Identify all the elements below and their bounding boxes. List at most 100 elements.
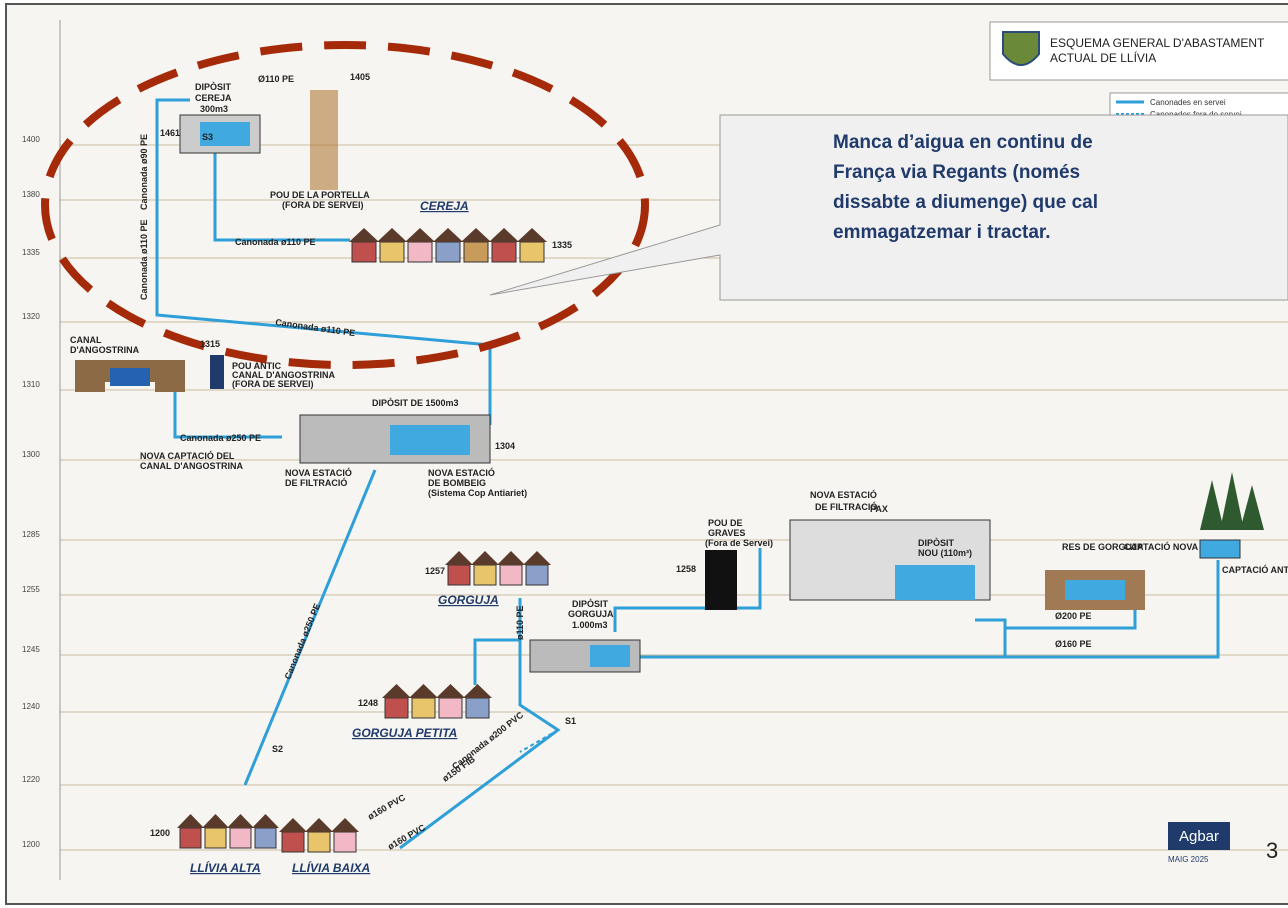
- house: [412, 698, 435, 718]
- diagram-label: NOU (110m³): [918, 548, 972, 558]
- place-name: GORGUJA: [438, 593, 499, 607]
- diagram-label: DE BOMBEIG: [428, 478, 486, 488]
- callout-text: dissabte a diumenge) que cal: [833, 192, 1098, 213]
- house: [466, 698, 489, 718]
- diagram-label: DIPÒSIT: [918, 537, 955, 548]
- diagram-label: NOVA ESTACIÓ: [285, 467, 352, 478]
- page: {"header": {"title": "ESQUEMA GENERAL D'…: [0, 0, 1288, 908]
- diagram-label: (Fora de Servei): [705, 538, 773, 548]
- diagram-label: 1405: [350, 72, 370, 82]
- diagram-label: 1304: [495, 441, 515, 451]
- brand: Agbar: [1179, 828, 1219, 845]
- house: [282, 832, 304, 852]
- diagram-label: 1.000m3: [572, 620, 608, 630]
- place-name: LLÍVIA ALTA: [190, 860, 261, 875]
- diagram-label: 300m3: [200, 104, 228, 114]
- diagram-label: CAPTACIÓ NOVA: [1124, 541, 1199, 552]
- diagram-label: GRAVES: [708, 528, 745, 538]
- place-name: GORGUJA PETITA: [352, 726, 457, 740]
- page-number: 3: [1266, 838, 1278, 863]
- diagram-label: (Sistema Cop Antiariet): [428, 488, 527, 498]
- diagram-label: Ø110 PE: [258, 74, 294, 84]
- diagram-label: DIPÒSIT DE 1500m3: [372, 397, 459, 408]
- diagram-label: CAPTACIÓ ANTIGA: [1222, 564, 1288, 575]
- diagram-label: GORGUJA: [568, 609, 614, 619]
- house: [255, 828, 276, 848]
- house: [464, 242, 488, 262]
- elevation-label: 1285: [22, 530, 40, 539]
- diagram-label: 1335: [552, 240, 572, 250]
- diagram-label: CANAL: [70, 335, 102, 345]
- house: [520, 242, 544, 262]
- header-subtitle: ACTUAL DE LLÍVIA: [1050, 50, 1156, 65]
- diagram-label: PAX: [870, 504, 888, 514]
- elevation-label: 1380: [22, 190, 40, 199]
- diagram-label: 1257: [425, 566, 445, 576]
- diagram-label: S2: [272, 744, 283, 754]
- elevation-label: 1300: [22, 450, 40, 459]
- diagram-label: (FORA DE SERVEI): [282, 200, 364, 210]
- water: [390, 425, 470, 455]
- diagram-label: 1258: [676, 564, 696, 574]
- water: [895, 565, 975, 600]
- diagram-label: POU DE LA PORTELLA: [270, 190, 370, 200]
- house: [492, 242, 516, 262]
- callout-text: emmagatzemar i tractar.: [833, 222, 1051, 243]
- diagram-label: CANAL D'ANGOSTRINA: [140, 461, 243, 471]
- diagram-label: DIPÒSIT: [572, 598, 609, 609]
- water: [110, 368, 150, 386]
- old-intake: [1200, 540, 1240, 558]
- house: [205, 828, 226, 848]
- diagram-label: POU DE: [708, 518, 743, 528]
- elevation-label: 1255: [22, 585, 40, 594]
- house: [230, 828, 251, 848]
- elevation-label: 1200: [22, 840, 40, 849]
- water: [590, 645, 630, 667]
- diagram-label: ø110 PE: [515, 605, 525, 640]
- diagram-label: Canonada ø110 PE: [235, 237, 316, 247]
- diagram-label: 1461: [160, 128, 180, 138]
- legend-label: Canonades en servei: [1150, 98, 1226, 107]
- house: [408, 242, 432, 262]
- callout-text: Manca d’aigua en continu de: [833, 132, 1093, 153]
- place-name: LLÍVIA BAIXA: [292, 860, 370, 875]
- house: [526, 565, 548, 585]
- crest: [1003, 32, 1039, 65]
- header-title: ESQUEMA GENERAL D'ABASTAMENT: [1050, 36, 1265, 50]
- graves-well: [705, 550, 737, 610]
- diagram-label: D'ANGOSTRINA: [70, 345, 140, 355]
- diagram-label: DE FILTRACIÓ: [285, 477, 347, 488]
- water: [1065, 580, 1125, 600]
- house: [474, 565, 496, 585]
- house: [352, 242, 376, 262]
- callout-text: França via Regants (només: [833, 162, 1080, 183]
- diagram-label: Canonada ø250 PE: [180, 433, 261, 443]
- house: [380, 242, 404, 262]
- diagram-label: 1315: [200, 339, 220, 349]
- elevation-label: 1400: [22, 135, 40, 144]
- house: [448, 565, 470, 585]
- diagram-label: CEREJA: [195, 93, 232, 103]
- elevation-label: 1335: [22, 248, 40, 257]
- well: [310, 90, 338, 190]
- diagram-label: Ø160 PE: [1055, 639, 1092, 649]
- elevation-label: 1220: [22, 775, 40, 784]
- diagram-label: NOVA ESTACIÓ: [810, 489, 877, 500]
- diagram-label: DIPÒSIT: [195, 81, 232, 92]
- place-name: CEREJA: [420, 199, 469, 213]
- house: [308, 832, 330, 852]
- elevation-label: 1320: [22, 312, 40, 321]
- elevation-label: 1310: [22, 380, 40, 389]
- diagram-label: Canonada ø110 PE: [139, 219, 149, 300]
- diagram-label: S1: [565, 716, 576, 726]
- diagram-label: 1248: [358, 698, 378, 708]
- diagram-label: NOVA ESTACIÓ: [428, 467, 495, 478]
- house: [439, 698, 462, 718]
- diagram-label: NOVA CAPTACIÓ DEL: [140, 450, 235, 461]
- diagram-label: (FORA DE SERVEI): [232, 379, 314, 389]
- diagram-label: S3: [202, 132, 213, 142]
- house: [500, 565, 522, 585]
- house: [334, 832, 356, 852]
- house: [385, 698, 408, 718]
- footer-date: MAIG 2025: [1168, 855, 1209, 864]
